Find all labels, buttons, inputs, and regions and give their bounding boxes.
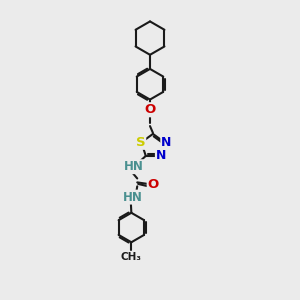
Text: N: N <box>156 149 166 162</box>
Text: O: O <box>144 103 156 116</box>
Text: CH₃: CH₃ <box>121 253 142 262</box>
Text: S: S <box>136 136 145 149</box>
Text: HN: HN <box>123 160 143 173</box>
Text: O: O <box>148 178 159 191</box>
Text: N: N <box>161 136 172 149</box>
Text: HN: HN <box>122 190 142 204</box>
